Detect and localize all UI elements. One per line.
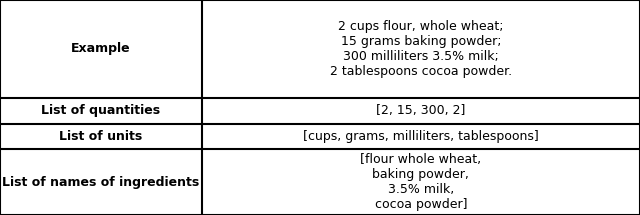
- Text: [flour whole wheat,
baking powder,
3.5% milk,
cocoa powder]: [flour whole wheat, baking powder, 3.5% …: [360, 153, 481, 211]
- Text: Example: Example: [71, 42, 131, 55]
- Text: [2, 15, 300, 2]: [2, 15, 300, 2]: [376, 104, 465, 117]
- Text: [cups, grams, milliliters, tablespoons]: [cups, grams, milliliters, tablespoons]: [303, 130, 539, 143]
- Text: List of names of ingredients: List of names of ingredients: [2, 176, 200, 189]
- Text: List of units: List of units: [59, 130, 143, 143]
- Text: 2 cups flour, whole wheat;
15 grams baking powder;
300 milliliters 3.5% milk;
2 : 2 cups flour, whole wheat; 15 grams baki…: [330, 20, 512, 78]
- Text: List of quantities: List of quantities: [41, 104, 161, 117]
